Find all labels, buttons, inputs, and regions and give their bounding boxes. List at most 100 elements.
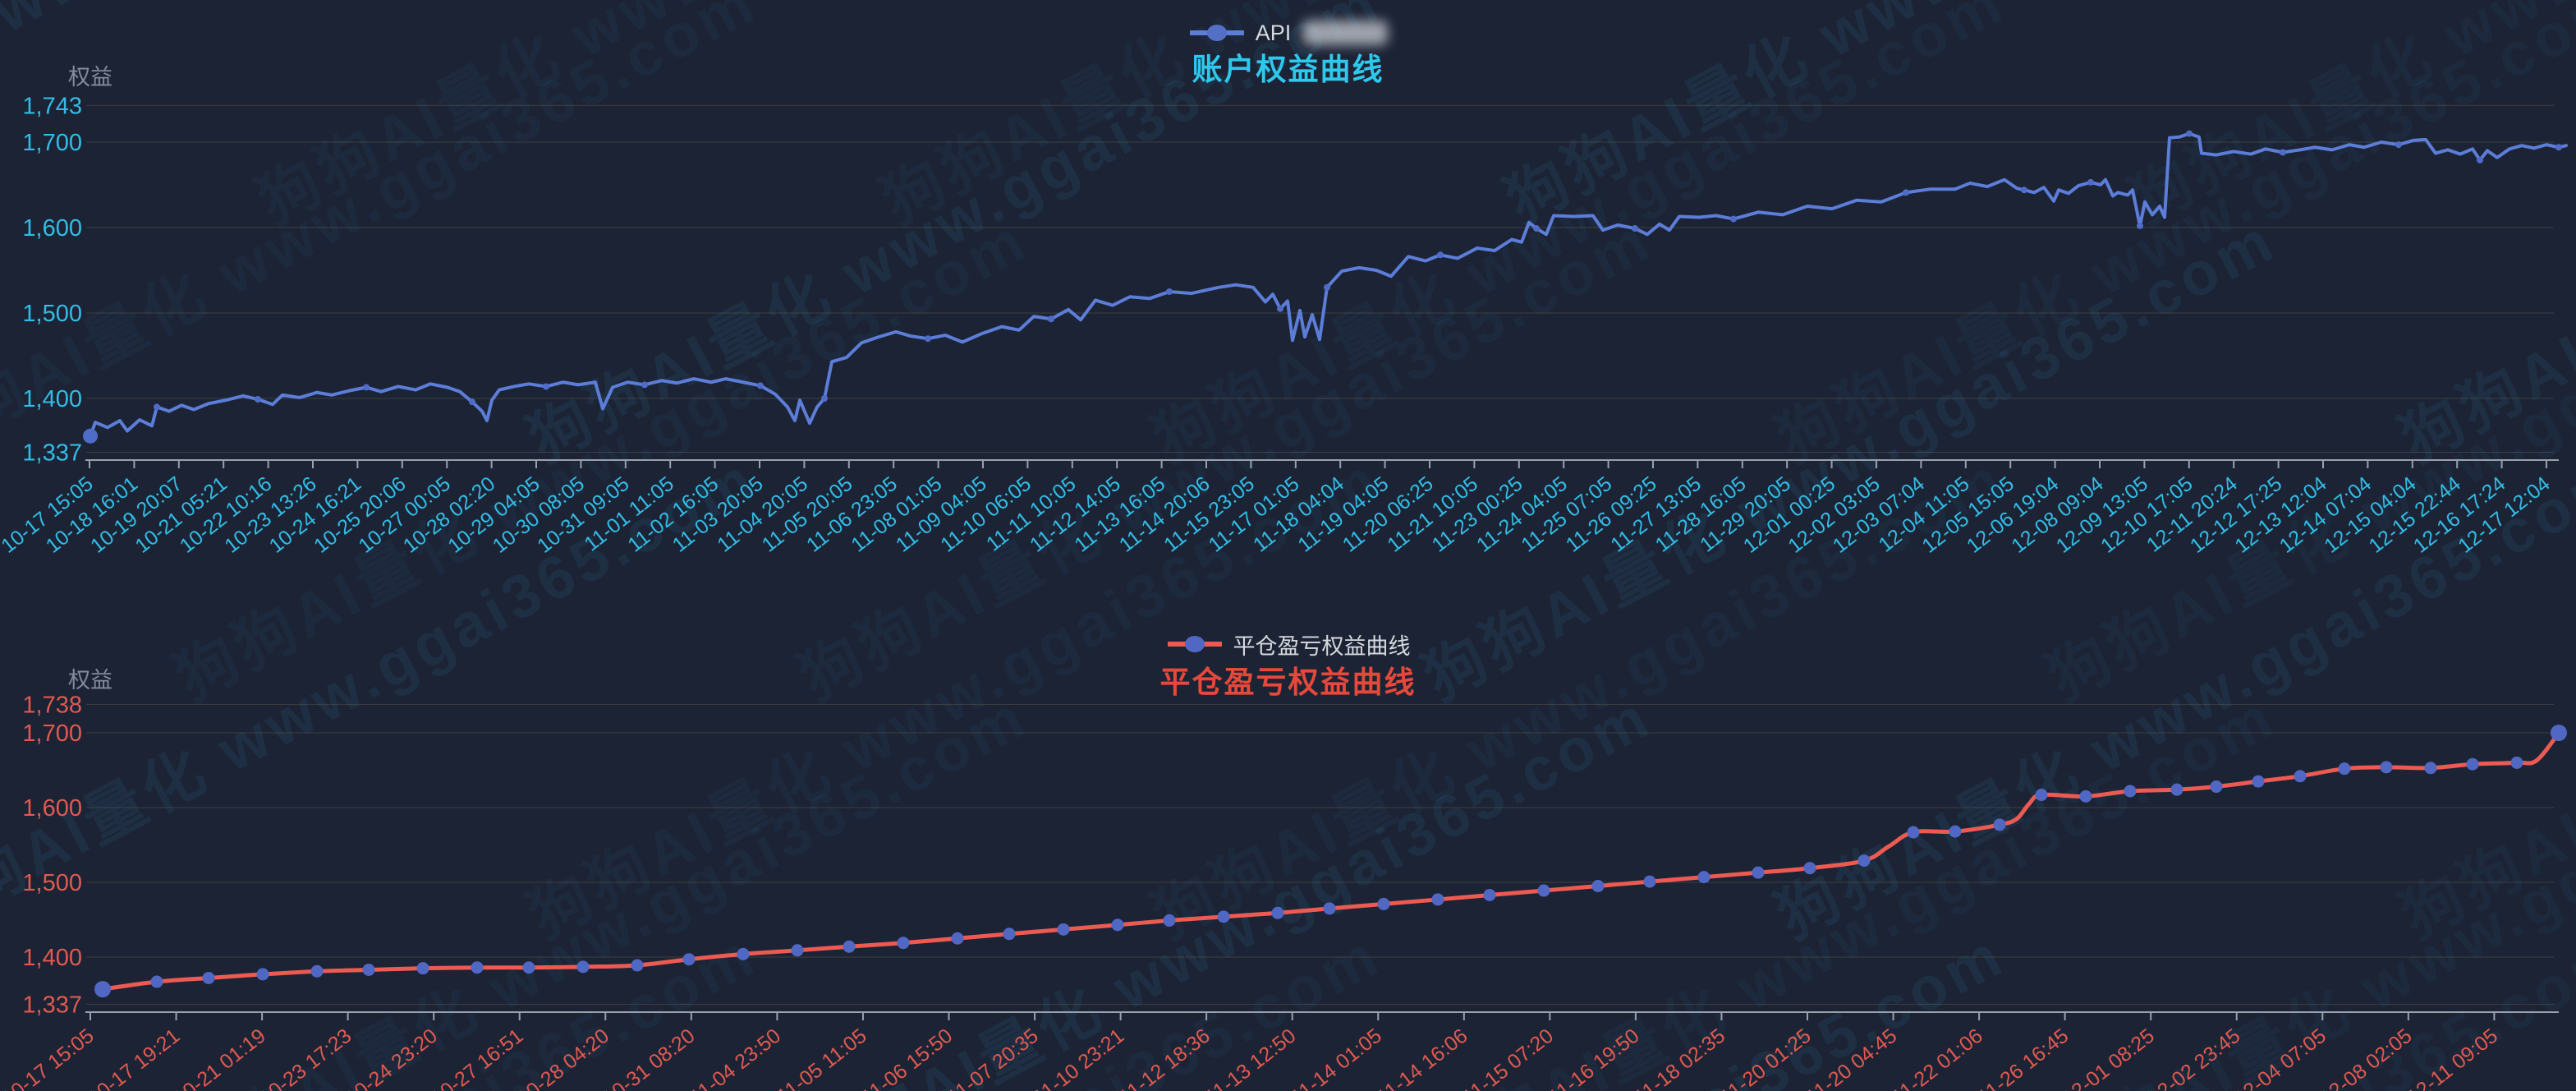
y-tick-label: 1,738 xyxy=(22,692,82,718)
y-tick-label: 1,337 xyxy=(22,992,82,1018)
x-tick-label: 11-10 23:21 xyxy=(1029,1024,1128,1091)
x-tick-label: 10-24 23:20 xyxy=(341,1024,441,1091)
data-point-dot xyxy=(682,953,696,966)
y-axis-name-bottom: 权益 xyxy=(68,668,112,693)
data-point-dot xyxy=(757,382,764,389)
data-point-dot xyxy=(471,961,484,974)
data-point-dot xyxy=(2252,775,2265,788)
legend-label-bottom: 平仓盈亏权益曲线 xyxy=(1233,633,1411,659)
data-point-dot xyxy=(641,381,648,389)
data-point-dot xyxy=(2087,178,2094,186)
x-tick-label: 12-01 08:25 xyxy=(2058,1024,2158,1091)
data-point-dot xyxy=(310,964,324,978)
y-tick-label: 1,600 xyxy=(22,795,82,822)
x-tick-label: 10-21 01:19 xyxy=(169,1024,269,1091)
chart-title-bottom: 平仓盈亏权益曲线 xyxy=(1159,665,1417,699)
data-point-dot xyxy=(1271,906,1284,919)
x-tick-label: 11-18 02:35 xyxy=(1630,1024,1729,1091)
x-tick-label: 11-13 12:50 xyxy=(1201,1024,1300,1091)
legend-dot-icon xyxy=(1184,636,1205,652)
data-point-dot xyxy=(1949,825,1962,838)
x-tick-label: 11-14 16:06 xyxy=(1373,1024,1472,1091)
data-point-dot xyxy=(1857,854,1871,868)
data-point-dot xyxy=(362,963,375,976)
data-point-dot xyxy=(83,428,98,444)
data-point-dot xyxy=(951,932,964,945)
x-tick-label: 12-04 07:05 xyxy=(2230,1024,2330,1091)
data-point-dot xyxy=(1431,893,1444,906)
data-point-dot xyxy=(469,398,475,406)
data-point-dot xyxy=(2510,756,2523,769)
data-point-dot xyxy=(255,396,261,403)
x-tick-label: 10-28 04:20 xyxy=(513,1024,613,1091)
data-point-dot xyxy=(1730,215,1737,223)
data-point-dot xyxy=(2079,789,2092,803)
data-point-dot xyxy=(1643,875,1656,888)
y-tick-label: 1,337 xyxy=(22,440,82,467)
data-point-dot xyxy=(2380,761,2393,774)
x-tick-label: 10-17 19:21 xyxy=(84,1024,184,1091)
x-tick-label: 12-11 09:05 xyxy=(2403,1024,2502,1091)
data-point-dot xyxy=(2424,762,2437,775)
data-point-dot xyxy=(2395,141,2402,149)
data-point-dot xyxy=(2035,789,2048,802)
data-point-dot xyxy=(1537,884,1550,897)
x-tick-label: 10-17 15:05 xyxy=(0,1024,99,1091)
x-tick-label: 11-15 07:20 xyxy=(1458,1024,1558,1091)
data-point-dot xyxy=(2555,144,2562,151)
data-point-dot xyxy=(94,981,111,998)
data-point-dot xyxy=(543,383,549,390)
data-point-dot xyxy=(202,971,215,984)
data-point-dot xyxy=(1591,880,1605,893)
y-tick-label: 1,600 xyxy=(22,215,82,242)
legend-marker-bottom xyxy=(1167,636,1222,652)
y-tick-label: 1,500 xyxy=(22,301,82,327)
legend-marker-top xyxy=(1189,25,1244,41)
data-point-dot xyxy=(1377,897,1390,910)
x-tick-label: 11-14 01:05 xyxy=(1287,1024,1386,1091)
x-tick-label: 11-04 23:50 xyxy=(686,1024,785,1091)
x-tick-label: 10-31 08:20 xyxy=(599,1024,699,1091)
data-point-dot xyxy=(1111,918,1124,932)
data-point-dot xyxy=(416,962,429,975)
data-point-dot xyxy=(1163,914,1176,927)
data-point-dot xyxy=(2186,130,2193,137)
legend-label-redacted-blur xyxy=(1302,21,1389,45)
y-tick-label: 1,700 xyxy=(22,720,82,747)
data-point-dot xyxy=(2280,149,2286,156)
x-tick-label: 11-20 04:45 xyxy=(1802,1024,1901,1091)
data-point-dot xyxy=(363,384,370,391)
data-point-dot xyxy=(1323,902,1336,915)
data-point-dot xyxy=(256,968,269,981)
y-tick-label: 1,700 xyxy=(22,130,82,156)
x-tick-label: 11-07 20:35 xyxy=(944,1024,1043,1091)
y-tick-label: 1,743 xyxy=(22,93,82,119)
x-tick-label: 11-16 19:50 xyxy=(1545,1024,1644,1091)
data-point-dot xyxy=(2477,156,2483,163)
data-point-dot xyxy=(2210,780,2223,794)
data-point-dot xyxy=(1803,862,1816,875)
series-line-account-equity xyxy=(89,131,2568,438)
x-tick-label: 11-20 01:25 xyxy=(1716,1024,1816,1091)
data-point-dot xyxy=(737,947,750,960)
y-tick-label: 1,400 xyxy=(22,386,82,412)
legend-dot-icon xyxy=(1206,25,1227,41)
x-tick-label: 11-12 18:36 xyxy=(1115,1024,1215,1091)
legend-bottom[interactable]: 平仓盈亏权益曲线 xyxy=(0,629,2576,659)
y-tick-label: 1,500 xyxy=(22,870,82,896)
data-point-dot xyxy=(150,975,163,988)
data-point-dot xyxy=(1166,288,1173,295)
data-point-dot xyxy=(576,960,590,974)
data-point-dot xyxy=(1217,910,1230,923)
legend-top[interactable]: API xyxy=(0,18,2576,48)
data-point-dot xyxy=(1324,283,1330,291)
data-point-dot xyxy=(1632,225,1638,232)
y-tick-label: 1,400 xyxy=(22,945,82,971)
data-point-dot xyxy=(631,959,644,972)
data-point-dot xyxy=(1697,871,1710,884)
data-point-dot xyxy=(821,395,828,402)
x-tick-label: 11-26 16:45 xyxy=(1973,1024,2073,1091)
data-point-dot xyxy=(154,403,160,411)
